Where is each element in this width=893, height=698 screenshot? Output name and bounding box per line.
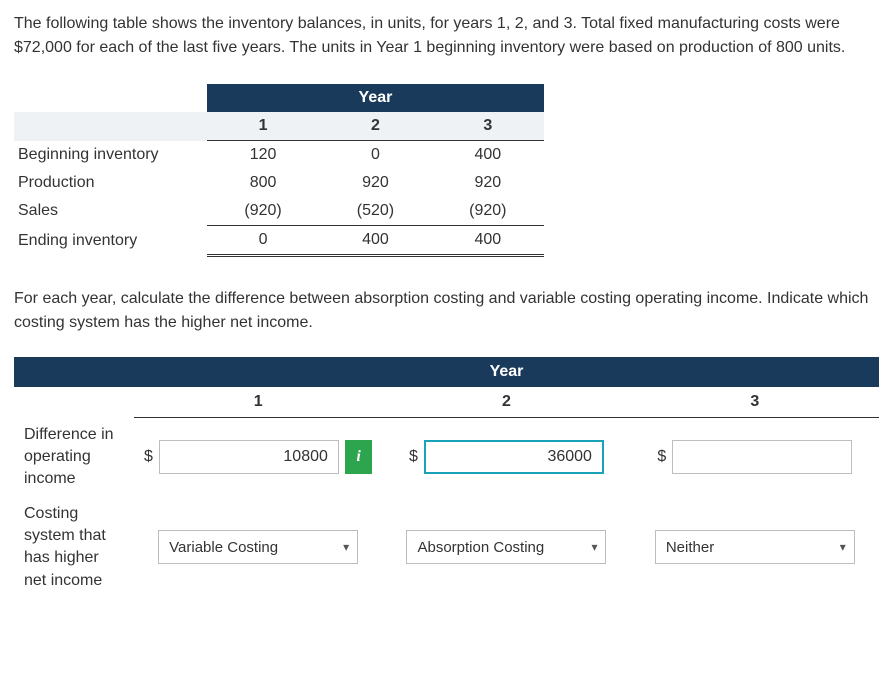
table-row: Production 800 920 920 (14, 169, 544, 197)
row-label: Difference in operating income (14, 418, 134, 497)
dollar-sign: $ (409, 448, 418, 466)
cell: 920 (432, 169, 544, 197)
intro-text: The following table shows the inventory … (14, 12, 879, 60)
cell: 800 (207, 169, 319, 197)
answer-row-difference: Difference in operating income $ i $ $ (14, 418, 879, 497)
system-select-year2[interactable]: Absorption Costing ▾ (406, 530, 606, 564)
table-year-header-row: Year (14, 84, 544, 112)
answer-column-header-row: 1 2 3 (14, 387, 879, 418)
col-header-3: 3 (432, 112, 544, 141)
cell: (920) (207, 197, 319, 226)
cell: 400 (432, 141, 544, 170)
dollar-sign: $ (657, 448, 666, 466)
select-value: Absorption Costing (417, 539, 544, 556)
system-select-year1[interactable]: Variable Costing ▾ (158, 530, 358, 564)
chevron-down-icon: ▾ (840, 540, 846, 554)
select-value: Neither (666, 539, 714, 556)
cell: 400 (319, 226, 431, 256)
row-label: Sales (14, 197, 207, 226)
answer-col-1: 1 (134, 387, 382, 418)
row-label: Ending inventory (14, 226, 207, 256)
answer-col-2: 2 (382, 387, 630, 418)
chevron-down-icon: ▾ (343, 540, 349, 554)
col-header-2: 2 (319, 112, 431, 141)
inventory-table: Year 1 2 3 Beginning inventory 120 0 400… (14, 84, 544, 257)
cell: 920 (319, 169, 431, 197)
table-row: Ending inventory 0 400 400 (14, 226, 544, 256)
chevron-down-icon: ▾ (591, 540, 597, 554)
diff-input-year1[interactable] (159, 440, 339, 474)
row-label: Production (14, 169, 207, 197)
cell: (920) (432, 197, 544, 226)
table-row: Sales (920) (520) (920) (14, 197, 544, 226)
diff-input-year2[interactable] (424, 440, 604, 474)
answer-row-system: Costing system that has higher net incom… (14, 497, 879, 599)
cell: 120 (207, 141, 319, 170)
row-label: Costing system that has higher net incom… (14, 497, 134, 599)
table-row: Beginning inventory 120 0 400 (14, 141, 544, 170)
answer-year-header: Year (134, 357, 879, 387)
system-select-year3[interactable]: Neither ▾ (655, 530, 855, 564)
diff-input-year3[interactable] (672, 440, 852, 474)
cell: 0 (319, 141, 431, 170)
dollar-sign: $ (144, 448, 153, 466)
select-value: Variable Costing (169, 539, 278, 556)
info-icon[interactable]: i (345, 440, 372, 474)
answer-table: Year 1 2 3 Difference in operating incom… (14, 357, 879, 598)
col-header-1: 1 (207, 112, 319, 141)
answer-col-3: 3 (631, 387, 879, 418)
cell: 0 (207, 226, 319, 256)
cell: 400 (432, 226, 544, 256)
cell: (520) (319, 197, 431, 226)
year-header: Year (207, 84, 544, 112)
table-column-header-row: 1 2 3 (14, 112, 544, 141)
prompt-text: For each year, calculate the difference … (14, 287, 879, 335)
answer-year-header-row: Year (14, 357, 879, 387)
row-label: Beginning inventory (14, 141, 207, 170)
